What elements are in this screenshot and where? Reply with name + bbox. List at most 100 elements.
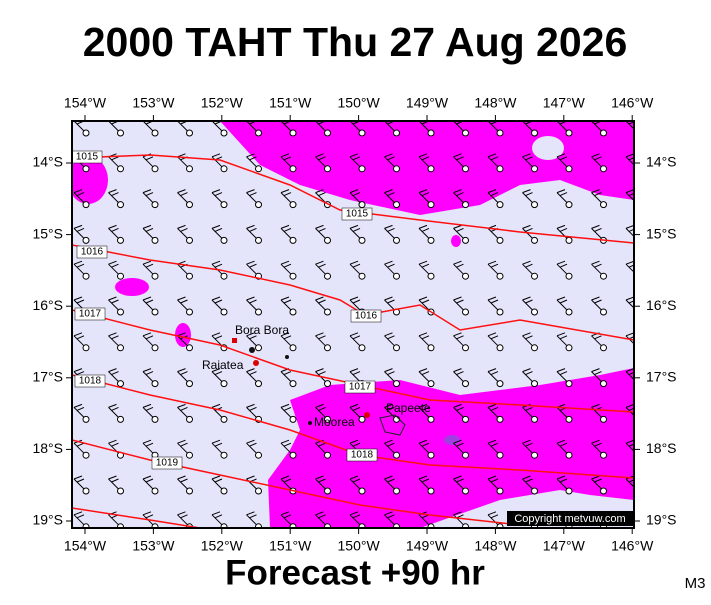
barb-shaft <box>108 407 119 418</box>
barb-shaft <box>280 228 292 239</box>
barb-station <box>255 451 262 459</box>
wind-barb <box>246 224 262 244</box>
barb-feather <box>315 475 324 480</box>
wind-barb <box>556 403 573 423</box>
barb-station <box>531 451 538 459</box>
barb-feather <box>594 263 602 268</box>
barb-feather <box>387 335 395 340</box>
barb-feather <box>490 371 499 376</box>
barb-feather <box>315 511 324 516</box>
barb-feather <box>177 403 186 408</box>
place-label: Moorea <box>314 415 355 429</box>
barb-station <box>117 380 124 388</box>
barb-shaft <box>246 192 257 203</box>
barb-shaft <box>453 442 464 454</box>
barb-shaft <box>73 478 85 490</box>
barb-feather <box>73 332 83 337</box>
barb-feather <box>318 478 326 483</box>
wind-barb <box>522 189 538 209</box>
wind-barb <box>211 189 228 209</box>
barb-station <box>186 344 193 352</box>
barb-feather <box>559 156 568 161</box>
rain-area <box>220 121 634 215</box>
wind-barb <box>108 332 124 352</box>
barb-station <box>151 201 159 209</box>
barb-station <box>427 415 435 423</box>
barb-feather <box>453 260 462 265</box>
barb-station <box>393 236 400 244</box>
barb-station <box>531 487 538 495</box>
lon-label: 147°W <box>543 95 586 111</box>
barb-feather <box>142 368 152 373</box>
barb-shaft <box>177 263 188 275</box>
barb-feather <box>249 442 257 447</box>
barb-feather <box>384 189 393 194</box>
barb-shaft <box>315 263 326 275</box>
barb-shaft <box>142 478 154 490</box>
barb-feather <box>283 442 292 447</box>
barb-feather <box>625 296 634 301</box>
barb-station <box>82 272 90 280</box>
wind-barb <box>418 332 435 352</box>
barb-station <box>496 129 504 137</box>
barb-feather <box>384 439 393 444</box>
barb-station <box>531 201 538 209</box>
barb-feather <box>246 439 255 444</box>
wind-barb <box>142 224 159 244</box>
wind-barb <box>487 121 504 137</box>
barb-shaft <box>108 228 119 239</box>
barb-feather <box>280 260 290 265</box>
barb-shaft <box>246 299 257 311</box>
wind-barb <box>522 475 538 495</box>
barb-shaft <box>142 156 154 168</box>
barb-feather <box>490 263 499 268</box>
barb-shaft <box>522 121 533 132</box>
barb-feather <box>625 153 634 158</box>
barb-shaft <box>453 478 464 490</box>
wind-barb <box>142 403 159 423</box>
barb-station <box>220 308 228 316</box>
barb-feather <box>315 403 324 408</box>
wind-barb <box>211 368 228 388</box>
barb-feather <box>487 332 497 337</box>
wind-barb <box>177 121 193 137</box>
barb-feather <box>76 227 85 232</box>
barb-shaft <box>591 442 602 454</box>
barb-shaft <box>384 263 395 275</box>
isobar-label: 1017 <box>349 382 372 393</box>
barb-shaft <box>384 514 395 526</box>
barb-station <box>358 129 366 137</box>
barb-station <box>462 129 469 137</box>
wind-barb <box>108 189 124 209</box>
wind-barb <box>625 224 634 238</box>
barb-feather <box>246 332 255 337</box>
barb-shaft <box>418 514 430 526</box>
barb-station <box>635 452 641 458</box>
barb-feather <box>628 336 634 340</box>
wind-barb <box>418 475 435 495</box>
barb-feather <box>352 442 361 447</box>
barb-shaft <box>349 192 361 203</box>
barb-shaft <box>211 156 223 168</box>
wind-barb <box>384 439 400 459</box>
barb-shaft <box>487 156 499 168</box>
barb-feather <box>418 260 428 265</box>
barb-shaft <box>487 228 499 239</box>
barb-feather <box>559 335 568 340</box>
barb-feather <box>145 478 154 483</box>
wind-barb <box>73 511 90 528</box>
barb-feather <box>177 332 186 337</box>
barb-station <box>496 236 504 244</box>
wind-barb <box>280 511 297 528</box>
wind-barb <box>246 368 262 388</box>
barb-shaft <box>349 299 361 311</box>
barb-feather <box>283 406 292 411</box>
wind-barb <box>177 403 193 423</box>
wind-barb <box>280 260 297 280</box>
barb-station <box>324 165 331 173</box>
barb-station <box>289 451 297 459</box>
barb-feather <box>180 442 188 447</box>
wind-barb <box>73 439 90 459</box>
wind-barb <box>556 368 573 388</box>
wind-barb <box>73 475 90 495</box>
